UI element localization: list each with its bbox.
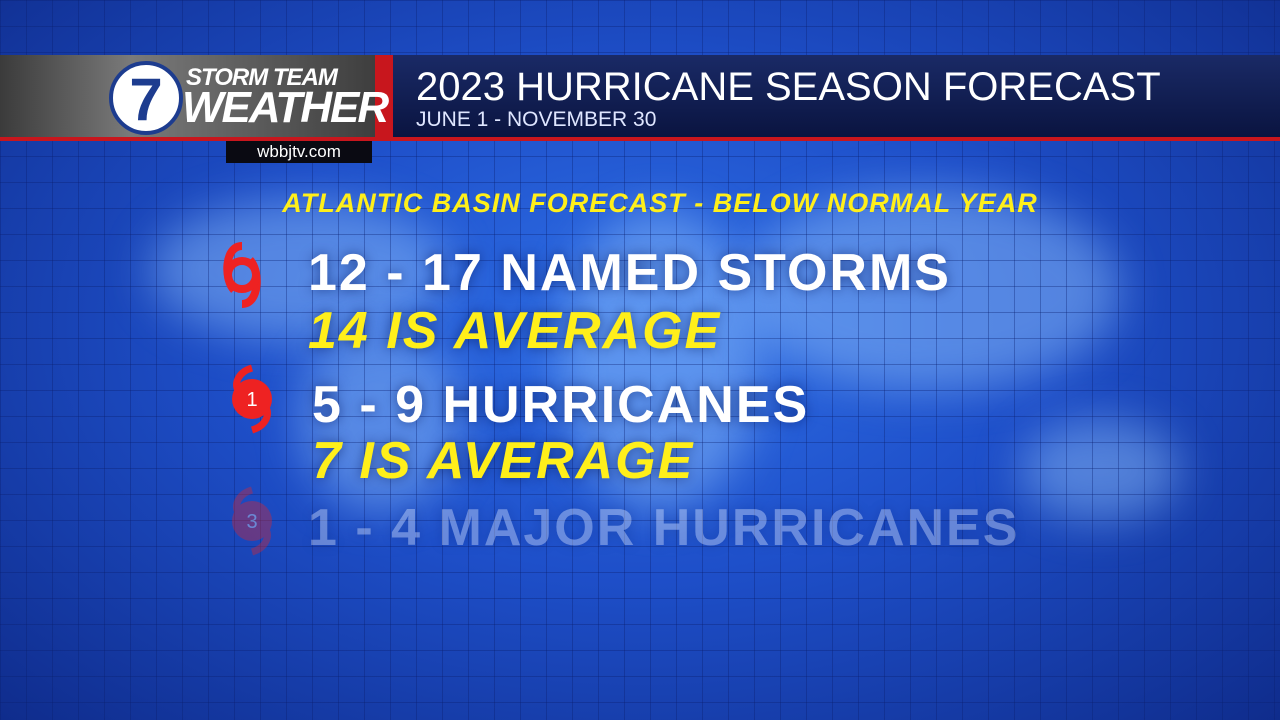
logo-badge: 7 xyxy=(109,61,183,135)
map-landmass xyxy=(300,330,460,510)
logo-box xyxy=(0,55,375,137)
map-landmass xyxy=(740,190,1120,390)
logo-number: 7 xyxy=(129,66,162,133)
header-separator xyxy=(375,55,393,141)
map-landmass xyxy=(560,210,760,510)
logo-line-2: WEATHER xyxy=(182,83,389,132)
storm-icon xyxy=(223,242,261,308)
forecast-average: 7 IS AVERAGE xyxy=(312,432,695,490)
header-subtitle: JUNE 1 - NOVEMBER 30 xyxy=(416,108,657,131)
major-hurricane-icon: 3 xyxy=(232,486,272,556)
forecast-range: 12 - 17 NAMED STORMS xyxy=(308,244,951,302)
hurricane-icon: 1 xyxy=(232,364,272,434)
forecast-range: 5 - 9 HURRICANES xyxy=(312,376,810,434)
forecast-range: 1 - 4 MAJOR HURRICANES xyxy=(308,499,1020,557)
category-number: 3 xyxy=(246,511,257,533)
logo-line-1: STORM TEAM xyxy=(186,64,338,91)
header-title: 2023 HURRICANE SEASON FORECAST xyxy=(416,65,1161,109)
section-heading: ATLANTIC BASIN FORECAST - BELOW NORMAL Y… xyxy=(282,188,1038,218)
website: wbbjtv.com xyxy=(226,141,372,163)
category-number: 1 xyxy=(246,389,257,411)
forecast-average: 14 IS AVERAGE xyxy=(308,302,722,360)
map-landmass xyxy=(150,200,450,340)
map-landmass xyxy=(1020,420,1180,520)
